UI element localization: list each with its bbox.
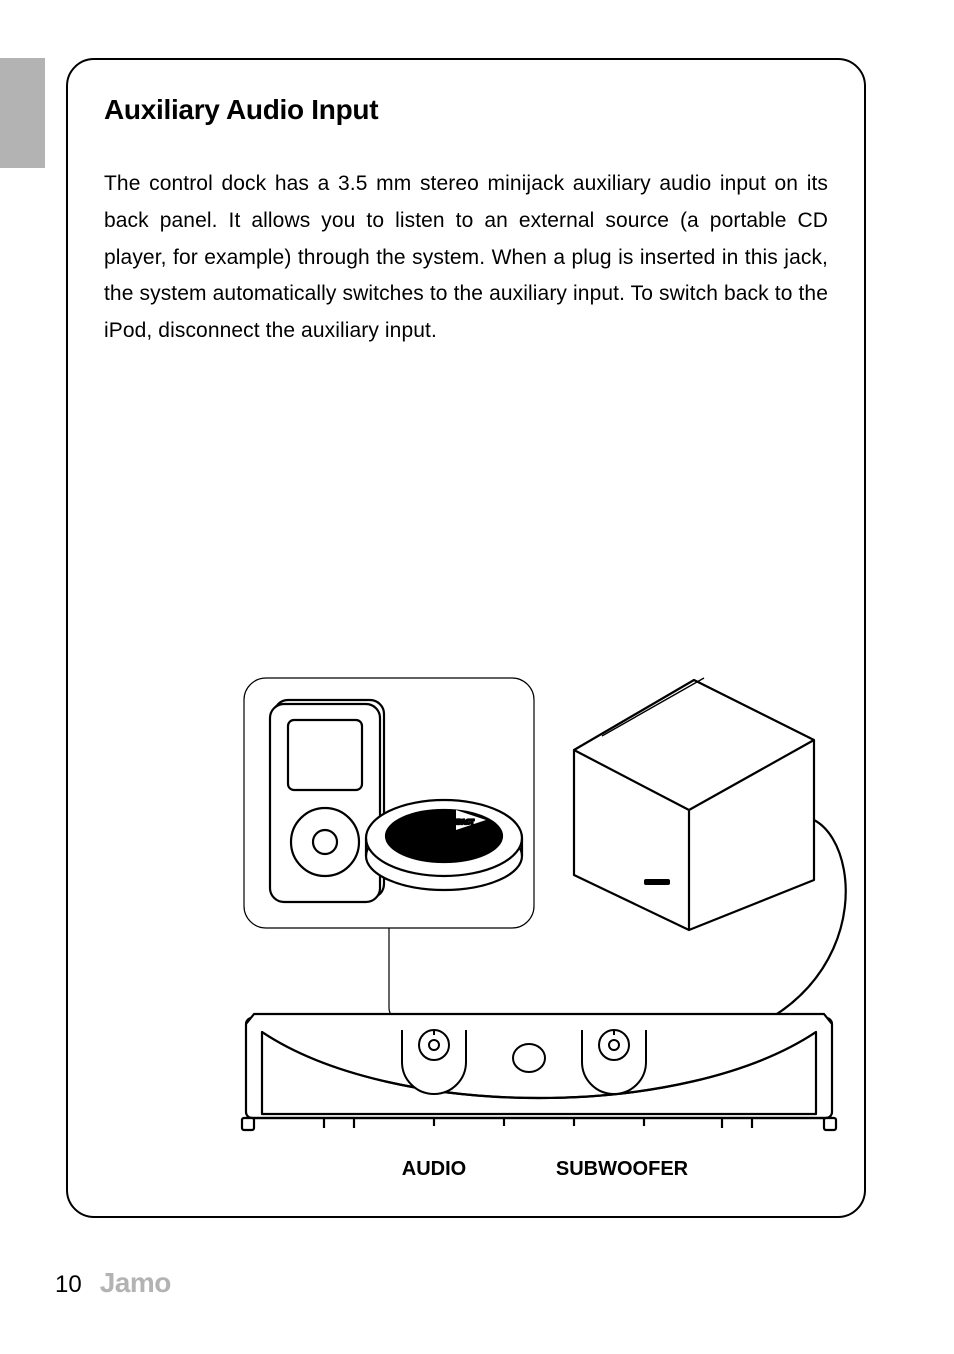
brand-logo: Jamo [100, 1267, 171, 1299]
cd-player-icon: disc COMPACT [366, 800, 522, 890]
body-paragraph: The control dock has a 3.5 mm stereo min… [104, 166, 828, 350]
page-number: 10 [55, 1271, 82, 1299]
connection-diagram: disc COMPACT [134, 620, 864, 1180]
label-subwoofer: SUBWOOFER [556, 1158, 689, 1180]
dock-icon [242, 1014, 836, 1130]
ipod-icon [270, 700, 384, 902]
content-frame: Auxiliary Audio Input The control dock h… [66, 58, 866, 1218]
label-audio: AUDIO [402, 1158, 466, 1180]
svg-text:disc: disc [434, 826, 452, 836]
subwoofer-icon [574, 678, 814, 930]
svg-text:COMPACT: COMPACT [444, 820, 474, 826]
section-heading: Auxiliary Audio Input [104, 94, 828, 126]
side-tab [0, 58, 45, 168]
page-footer: 10 Jamo [55, 1267, 171, 1299]
